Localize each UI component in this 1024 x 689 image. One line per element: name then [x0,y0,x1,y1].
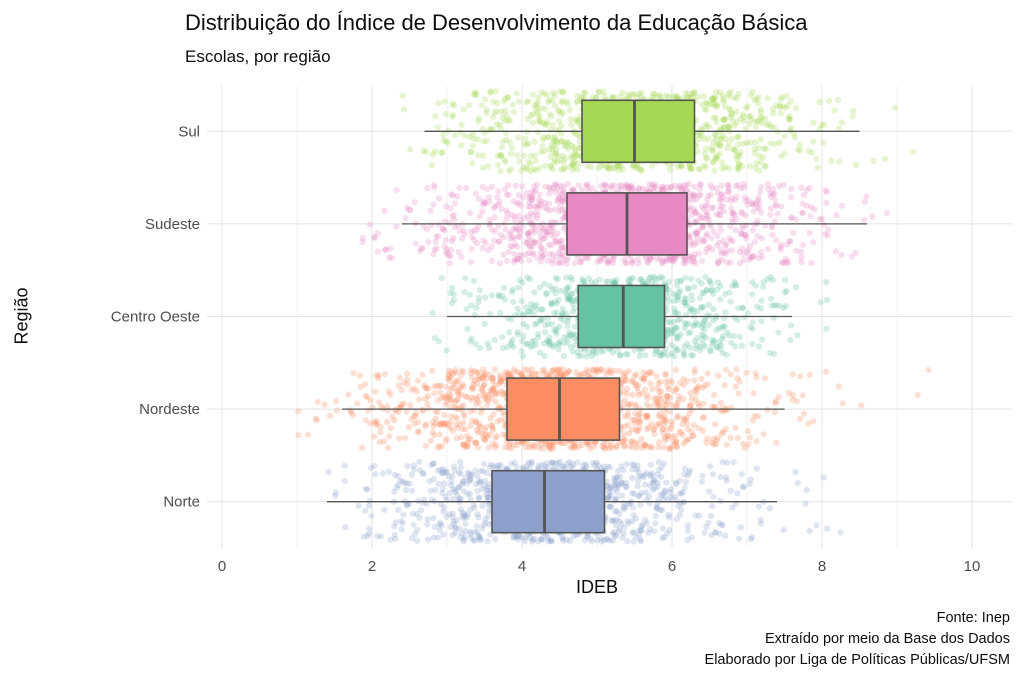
y-tick-label-sul: Sul [178,123,200,140]
boxplot-norte [327,469,777,534]
boxplot-centro-oeste [447,284,792,349]
y-tick-label-centro-oeste: Centro Oeste [111,309,200,326]
y-tick-label-sudeste: Sudeste [145,216,200,233]
chart-title: Distribuição do Índice de Desenvolviment… [185,10,808,35]
x-tick-label-8: 8 [818,558,826,575]
iqr-box [577,284,666,349]
x-axis-title: IDEB [575,577,619,597]
x-tick-label-10: 10 [964,558,981,575]
x-tick-label-4: 4 [518,558,526,575]
x-tick-label-0: 0 [218,558,226,575]
boxplot-nordeste [342,377,785,441]
iqr-box [581,99,696,164]
y-tick-label-norte: Norte [163,494,200,511]
boxplot-sudeste [402,192,867,256]
caption-line-extraction: Extraído por meio da Base dos Dados [764,631,1010,647]
caption: Fonte: Inep Extraído por meio da Base do… [705,608,1010,671]
boxplot-sul [424,99,860,164]
x-tick-label-2: 2 [368,558,376,575]
caption-line-source: Fonte: Inep [936,610,1010,626]
caption-line-author: Elaborado por Liga de Políticas Públicas… [704,652,1010,668]
y-tick-label-nordeste: Nordeste [139,401,200,418]
x-tick-label-6: 6 [668,558,676,575]
iqr-box [491,469,606,534]
chart-subtitle: Escolas, por região [185,47,331,66]
y-axis-title: Região [11,287,32,345]
iqr-box [506,377,621,441]
